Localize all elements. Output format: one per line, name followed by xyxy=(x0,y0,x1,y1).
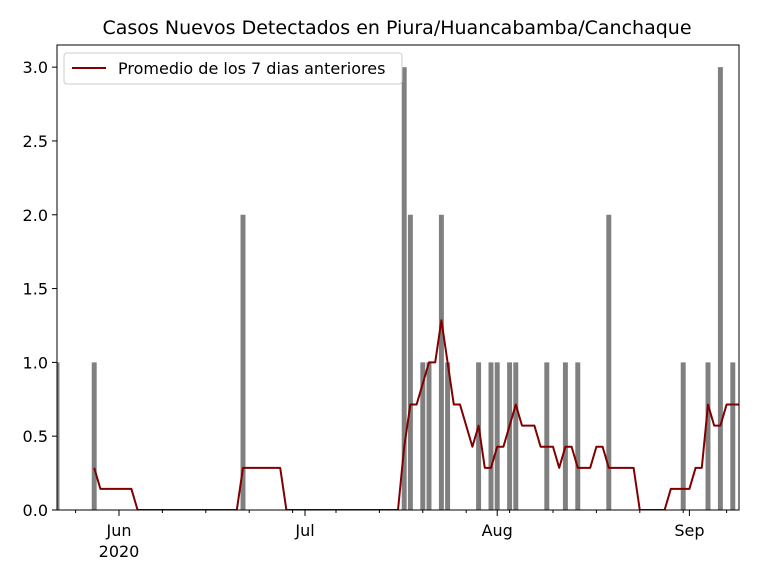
bar-2020-05-28 xyxy=(91,362,97,510)
bar-2020-08-31 xyxy=(680,362,686,510)
y-tick-label: 3.0 xyxy=(23,58,48,77)
x-tick-sublabel: 2020 xyxy=(99,542,140,561)
legend-label: Promedio de los 7 dias anteriores xyxy=(118,59,385,78)
bar-2020-05-22 xyxy=(57,362,60,510)
bar-2020-08-09 xyxy=(544,362,550,510)
y-tick-label: 0.5 xyxy=(23,427,48,446)
bar-2020-07-18 xyxy=(407,214,413,510)
bar-2020-07-17 xyxy=(401,67,407,510)
bar-2020-09-08 xyxy=(730,362,736,510)
chart-title: Casos Nuevos Detectados en Piura/Huancab… xyxy=(102,17,691,39)
bar-2020-08-12 xyxy=(562,362,568,510)
y-tick-label: 1.5 xyxy=(23,280,48,299)
bar-2020-09-04 xyxy=(705,362,711,510)
plot-frame xyxy=(56,44,740,511)
y-tick-label: 0.0 xyxy=(23,501,48,520)
y-tick-label: 1.0 xyxy=(23,353,48,372)
bar-2020-06-21 xyxy=(240,214,246,510)
x-tick-label: Jul xyxy=(294,521,314,540)
legend-box xyxy=(63,52,403,85)
bar-2020-09-06 xyxy=(717,67,723,510)
avg-line-group xyxy=(93,319,739,510)
bar-2020-08-03 xyxy=(507,362,513,510)
bars-group xyxy=(57,67,736,510)
legend: Promedio de los 7 dias anteriores xyxy=(63,52,403,85)
avg-line xyxy=(93,319,739,510)
y-tick-label: 2.5 xyxy=(23,132,48,151)
bar-2020-08-04 xyxy=(513,362,519,510)
bar-2020-07-29 xyxy=(476,362,482,510)
bar-2020-07-20 xyxy=(420,362,426,510)
bar-2020-07-31 xyxy=(488,362,494,510)
y-tick-label: 2.0 xyxy=(23,206,48,225)
x-tick-label: Aug xyxy=(482,521,513,540)
x-tick-label: Jun xyxy=(106,521,132,540)
bar-2020-07-24 xyxy=(445,362,451,510)
bar-2020-08-14 xyxy=(575,362,581,510)
bar-2020-08-01 xyxy=(494,362,500,510)
x-tick-label: Sep xyxy=(674,521,704,540)
axes-group: 0.0 0.5 1.0 1.5 2.0 2.5 3.0 Jun 2020 Jul Aug Sep xyxy=(23,44,740,561)
bar-2020-07-23 xyxy=(438,214,444,510)
bar-2020-07-21 xyxy=(426,362,432,510)
bar-2020-08-19 xyxy=(606,214,612,510)
